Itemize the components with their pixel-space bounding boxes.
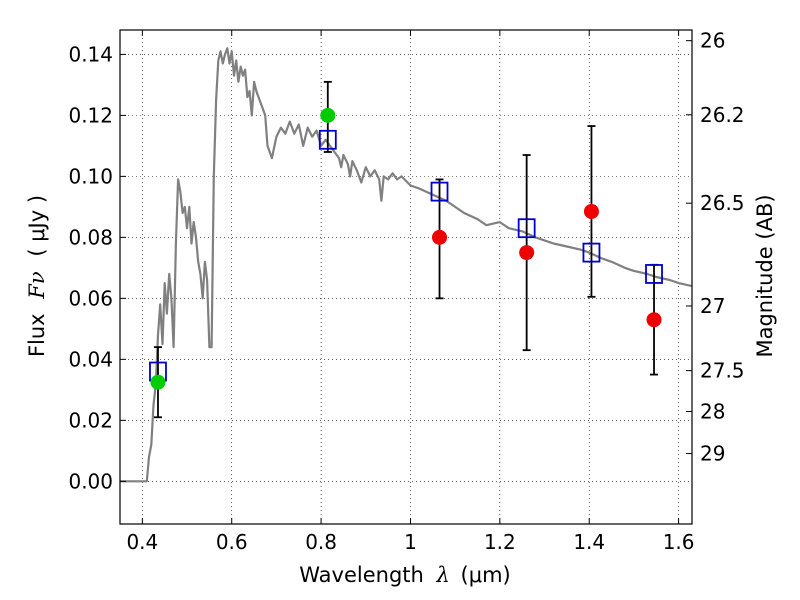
grid-lines xyxy=(120,30,692,524)
axis-ticks: 0.4 0.6 0.8 1 1.2 1.4 1.6 0.00 0.02 0.04 0.06 0.08 0… xyxy=(68,29,744,554)
observed-flux-point xyxy=(432,229,448,245)
y-tick-label: 0.12 xyxy=(68,103,113,127)
y-tick-label: 0.02 xyxy=(68,408,113,432)
magnitude-axis-label: Magnitude (AB) xyxy=(753,194,777,357)
observed-flux-point xyxy=(150,374,166,390)
observed-flux-point xyxy=(519,245,535,261)
model-spectrum-line xyxy=(120,47,692,483)
magnitude-tick-label: 26.5 xyxy=(700,191,745,215)
x-tick-label: 0.8 xyxy=(305,530,337,554)
model-band-square xyxy=(517,218,536,239)
magnitude-tick-label: 26.2 xyxy=(700,103,745,127)
magnitude-tick-label: 26 xyxy=(700,29,725,53)
y-tick-label: 0.04 xyxy=(68,347,113,371)
observed-flux-point xyxy=(583,203,599,219)
observed-flux-point xyxy=(320,107,336,123)
series-group xyxy=(120,47,692,483)
model-band-square xyxy=(318,129,337,150)
x-axis-label: Wavelength λ (μm) xyxy=(299,563,510,587)
chart-series xyxy=(120,47,692,483)
model-band-square xyxy=(645,264,663,284)
y-axis-label: Flux Fν ( μJy ) xyxy=(25,195,49,357)
x-tick-label: 1.6 xyxy=(663,530,695,554)
y-tick-label: 0.10 xyxy=(68,164,113,188)
plot-frame xyxy=(119,29,693,525)
observed-flux-point xyxy=(646,312,662,328)
magnitude-tick-label: 28 xyxy=(700,399,725,423)
x-tick-label: 1 xyxy=(404,530,417,554)
model-band-square xyxy=(430,181,449,202)
magnitude-tick-label: 27.5 xyxy=(700,359,745,383)
x-tick-label: 1.4 xyxy=(573,530,605,554)
y-tick-label: 0.00 xyxy=(68,469,113,493)
y-tick-label: 0.14 xyxy=(68,42,113,66)
y-tick-label: 0.06 xyxy=(68,286,113,310)
model-band-square xyxy=(582,242,601,263)
y-tick-label: 0.08 xyxy=(68,225,113,249)
magnitude-tick-label: 29 xyxy=(700,442,725,466)
x-tick-label: 1.2 xyxy=(484,530,516,554)
magnitude-tick-label: 27 xyxy=(700,294,725,318)
x-tick-label: 0.6 xyxy=(216,530,248,554)
x-tick-label: 0.4 xyxy=(126,530,158,554)
